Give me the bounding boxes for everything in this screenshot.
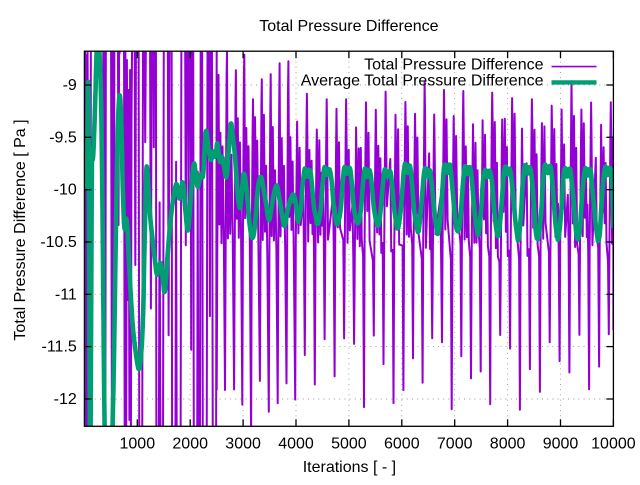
- svg-text:8000: 8000: [490, 436, 526, 453]
- svg-text:7000: 7000: [437, 436, 473, 453]
- svg-text:4000: 4000: [278, 436, 314, 453]
- svg-text:-10: -10: [54, 182, 77, 199]
- svg-text:Average Total Pressure Differe: Average Total Pressure Difference: [301, 73, 544, 90]
- svg-text:Total Pressure Difference [ Pa: Total Pressure Difference [ Pa ]: [12, 119, 29, 340]
- svg-text:6000: 6000: [384, 436, 420, 453]
- svg-text:9000: 9000: [543, 436, 579, 453]
- svg-text:-9.5: -9.5: [49, 129, 77, 146]
- svg-text:-10.5: -10.5: [40, 234, 77, 251]
- svg-text:-12: -12: [54, 391, 77, 408]
- svg-text:3000: 3000: [225, 436, 261, 453]
- svg-text:Iterations [ - ]: Iterations [ - ]: [303, 459, 396, 476]
- svg-text:10000: 10000: [591, 436, 636, 453]
- svg-text:-9: -9: [63, 77, 77, 94]
- svg-text:2000: 2000: [172, 436, 208, 453]
- svg-text:Total Pressure Difference: Total Pressure Difference: [259, 18, 438, 35]
- svg-text:1000: 1000: [120, 436, 156, 453]
- svg-text:-11.5: -11.5: [42, 339, 77, 356]
- svg-text:-11: -11: [55, 286, 77, 303]
- svg-text:Total Pressure Difference: Total Pressure Difference: [364, 57, 543, 74]
- svg-text:5000: 5000: [331, 436, 367, 453]
